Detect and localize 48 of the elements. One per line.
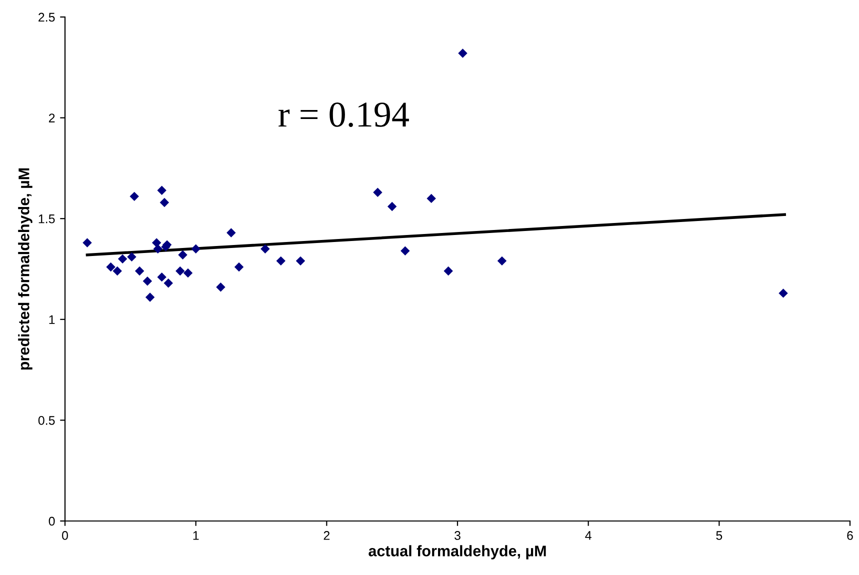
point (134, 266, 144, 276)
y-tick-label: 0.5 (38, 416, 55, 425)
x-tick-label: 2 (324, 531, 330, 540)
x-tick-label: 1 (193, 531, 199, 540)
point (216, 282, 226, 292)
y-tick-label: 2 (48, 114, 55, 122)
point (112, 266, 122, 276)
point (145, 292, 155, 302)
x-tick-label: 0 (62, 531, 68, 540)
point (226, 228, 236, 238)
point (444, 266, 453, 276)
point (127, 252, 136, 262)
x-tick-label: 3 (454, 531, 460, 540)
point (234, 262, 244, 272)
point (183, 268, 193, 278)
y-tick-label: 0 (48, 516, 55, 526)
point (497, 256, 507, 266)
point (373, 188, 382, 197)
x-tick-label: 5 (716, 531, 722, 540)
point (426, 194, 436, 204)
point (178, 250, 188, 260)
point (153, 244, 162, 254)
y-tick-label: 1 (49, 315, 55, 324)
annotation: r = 0.194 (278, 102, 409, 127)
point (778, 288, 788, 298)
x-axis-title: actual formaldehyde, µM (368, 545, 546, 560)
point (160, 198, 170, 208)
point (400, 246, 410, 256)
point (191, 244, 200, 254)
point (157, 186, 166, 195)
y-tick-label: 2.5 (38, 12, 55, 22)
point (130, 192, 139, 202)
x-tick-label: 4 (585, 531, 592, 540)
point (118, 254, 128, 264)
point (458, 48, 468, 58)
y-tick-label: 1.5 (38, 214, 55, 224)
point (276, 256, 286, 266)
y-axis-title: predicted formaldehyde, µM (18, 168, 32, 370)
point (296, 256, 306, 266)
x-tick-label: 6 (847, 531, 853, 540)
point (164, 278, 173, 288)
point (157, 272, 166, 282)
point (82, 238, 92, 248)
point (106, 262, 116, 272)
point (387, 202, 397, 212)
point (176, 266, 185, 276)
point (142, 276, 152, 286)
point (260, 244, 270, 254)
